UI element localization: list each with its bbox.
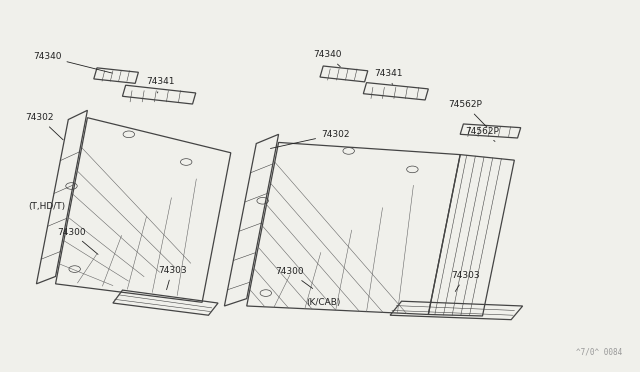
- Text: 74300: 74300: [57, 228, 98, 254]
- Text: 74562P: 74562P: [449, 100, 487, 127]
- Text: 74562P: 74562P: [465, 127, 499, 141]
- Text: ^7/0^ 0084: ^7/0^ 0084: [577, 347, 623, 357]
- Text: 74303: 74303: [451, 271, 479, 291]
- Text: 74341: 74341: [374, 69, 403, 84]
- Text: 74341: 74341: [147, 77, 175, 93]
- Text: 74340: 74340: [33, 52, 112, 73]
- Text: 74302: 74302: [26, 113, 63, 140]
- Text: 74300: 74300: [275, 267, 313, 289]
- Text: 74302: 74302: [271, 130, 349, 148]
- Text: (T,HD/T): (T,HD/T): [29, 202, 66, 211]
- Text: (K/CAB): (K/CAB): [306, 298, 340, 307]
- Text: 74303: 74303: [158, 266, 186, 290]
- Text: 74340: 74340: [314, 51, 342, 67]
